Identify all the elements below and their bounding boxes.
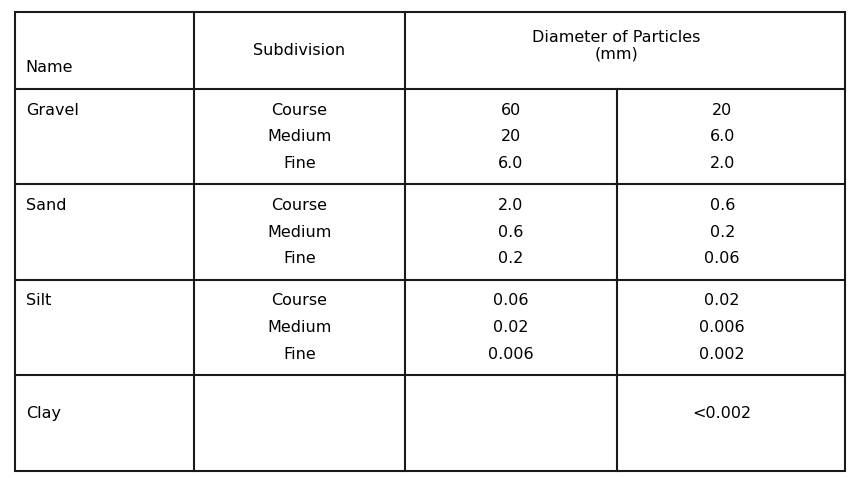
Text: 0.02: 0.02 xyxy=(704,293,740,308)
Text: Course: Course xyxy=(272,198,328,213)
Text: Fine: Fine xyxy=(283,347,316,362)
Text: 2.0: 2.0 xyxy=(710,156,735,171)
Text: <0.002: <0.002 xyxy=(692,406,752,422)
Text: Gravel: Gravel xyxy=(26,103,78,118)
Text: 6.0: 6.0 xyxy=(710,129,735,144)
Text: 6.0: 6.0 xyxy=(498,156,524,171)
Text: Course: Course xyxy=(272,293,328,308)
Text: Diameter of Particles
(mm): Diameter of Particles (mm) xyxy=(532,30,701,62)
Text: 0.002: 0.002 xyxy=(699,347,745,362)
Text: Subdivision: Subdivision xyxy=(254,43,346,58)
Text: 60: 60 xyxy=(501,103,521,118)
Text: Fine: Fine xyxy=(283,156,316,171)
Text: Fine: Fine xyxy=(283,251,316,266)
Text: 0.06: 0.06 xyxy=(704,251,740,266)
Text: 0.6: 0.6 xyxy=(710,198,735,213)
Text: 20: 20 xyxy=(501,129,521,144)
Text: Sand: Sand xyxy=(26,198,66,213)
Text: Silt: Silt xyxy=(26,293,52,308)
Text: 0.006: 0.006 xyxy=(488,347,534,362)
Text: Medium: Medium xyxy=(267,225,332,239)
Text: 0.02: 0.02 xyxy=(493,320,529,335)
Text: Name: Name xyxy=(26,60,73,75)
Text: 0.06: 0.06 xyxy=(493,293,529,308)
Text: 0.2: 0.2 xyxy=(710,225,735,239)
Text: 2.0: 2.0 xyxy=(498,198,524,213)
Text: Course: Course xyxy=(272,103,328,118)
Text: 0.006: 0.006 xyxy=(699,320,745,335)
Text: 0.6: 0.6 xyxy=(498,225,524,239)
Text: Clay: Clay xyxy=(26,406,61,422)
Text: Medium: Medium xyxy=(267,129,332,144)
Text: 20: 20 xyxy=(712,103,733,118)
Text: Medium: Medium xyxy=(267,320,332,335)
Text: 0.2: 0.2 xyxy=(498,251,524,266)
